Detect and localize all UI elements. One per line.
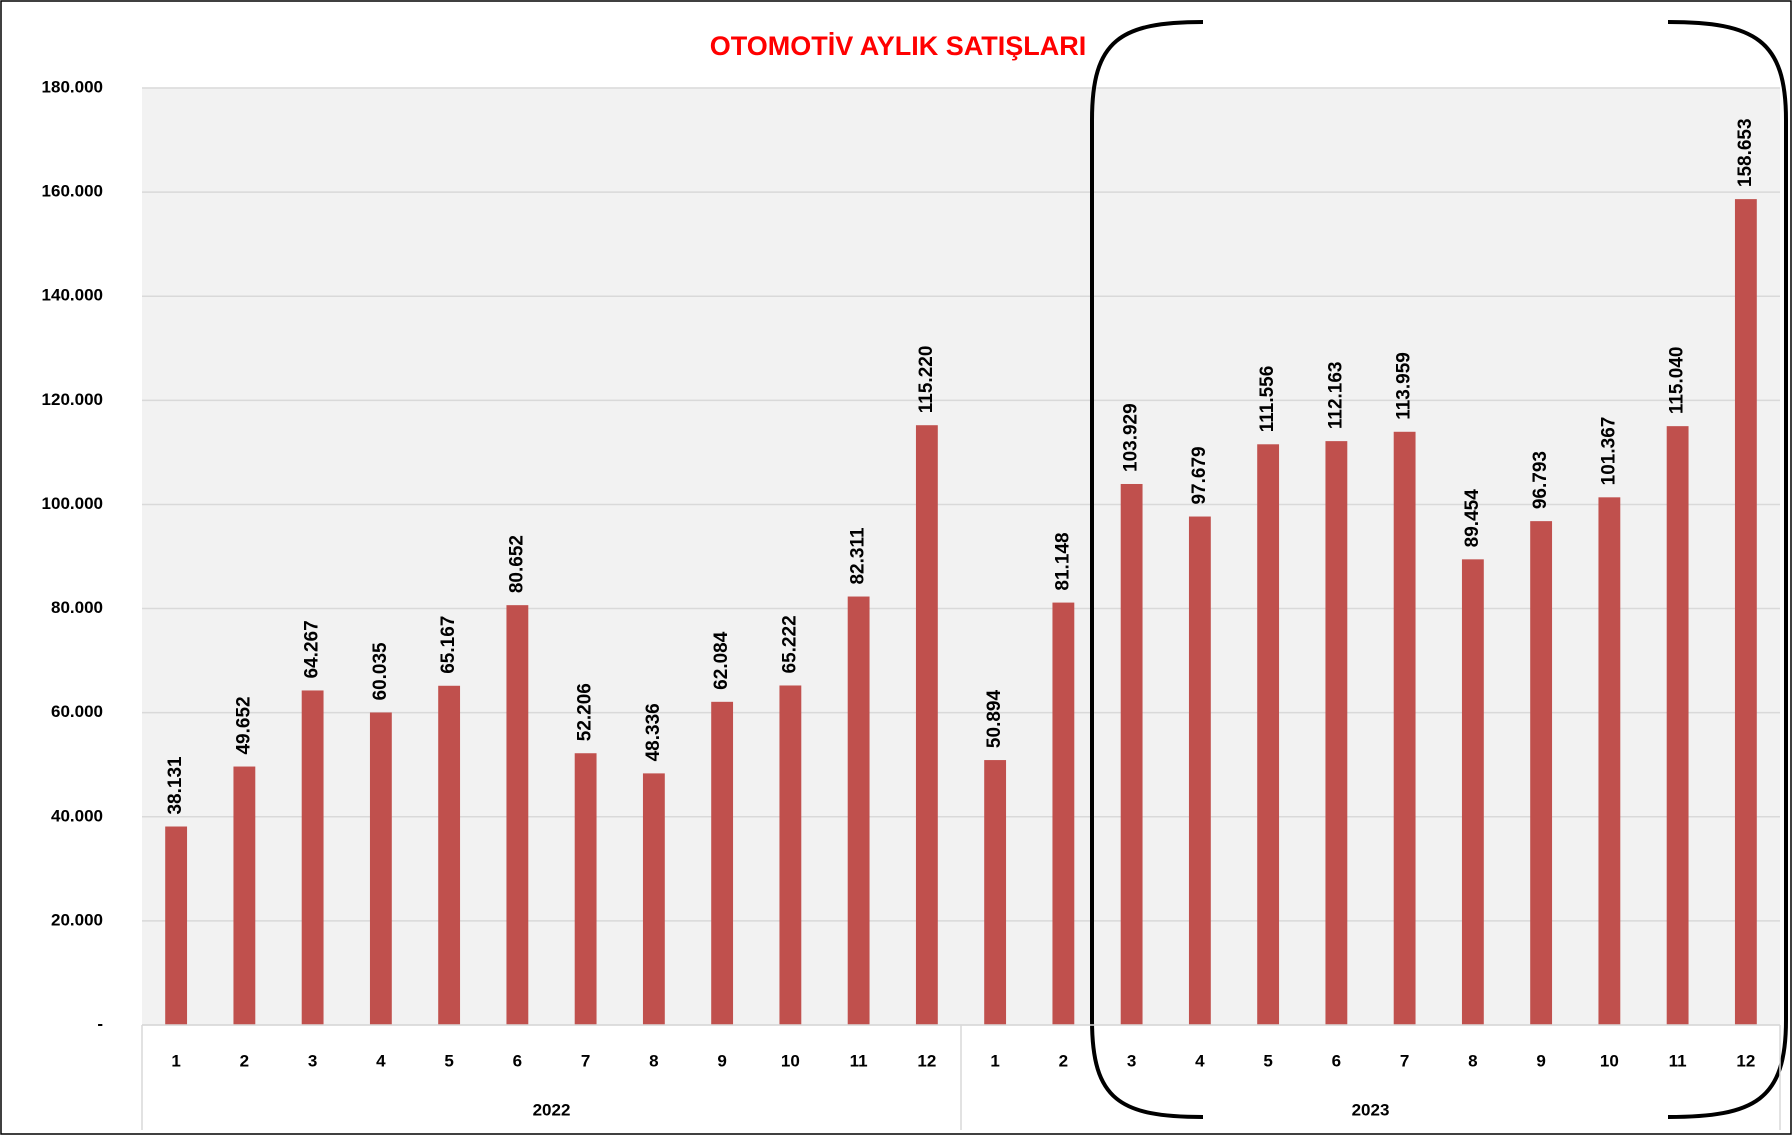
- group-label: 2023: [1352, 1100, 1390, 1119]
- bar: [1734, 199, 1757, 1026]
- bar: [984, 760, 1007, 1025]
- bar: [1325, 441, 1348, 1025]
- x-tick-label: 6: [1332, 1051, 1341, 1070]
- x-tick-label: 10: [781, 1051, 800, 1070]
- value-label: 65.222: [779, 615, 800, 673]
- x-tick-label: 5: [444, 1051, 453, 1070]
- x-tick-label: 8: [649, 1051, 658, 1070]
- value-label: 52.206: [575, 683, 596, 741]
- bar: [847, 596, 870, 1025]
- bar: [1188, 516, 1211, 1025]
- bar: [506, 605, 529, 1025]
- x-tick-label: 7: [1400, 1051, 1409, 1070]
- bar: [1120, 483, 1143, 1025]
- value-label: 112.163: [1325, 361, 1346, 429]
- value-label: 115.220: [916, 346, 937, 414]
- bar: [1257, 444, 1280, 1025]
- y-tick-label: 140.000: [42, 286, 103, 305]
- value-label: 103.929: [1121, 403, 1142, 472]
- bracket-left: [1090, 20, 1204, 1119]
- bar: [1530, 521, 1553, 1025]
- value-label: 115.040: [1667, 347, 1688, 415]
- value-label: 96.793: [1530, 451, 1551, 509]
- bar: [1052, 602, 1075, 1025]
- bar: [779, 685, 802, 1025]
- bracket-right: [1667, 20, 1788, 1119]
- x-tick-label: 7: [581, 1051, 590, 1070]
- x-tick-label: 2: [240, 1051, 249, 1070]
- bar: [711, 701, 734, 1025]
- x-tick-label: 11: [1669, 1051, 1687, 1070]
- x-tick-label: 3: [308, 1051, 317, 1070]
- bar: [233, 766, 256, 1025]
- y-tick-label: 180.000: [42, 77, 103, 96]
- value-label: 38.131: [165, 756, 186, 815]
- y-tick-label: 80.000: [51, 598, 103, 617]
- value-label: 62.084: [711, 631, 732, 690]
- y-tick-label: 60.000: [51, 702, 103, 721]
- bar: [642, 773, 665, 1025]
- y-tick-label: 120.000: [42, 390, 103, 409]
- y-tick-label: 160.000: [42, 182, 103, 201]
- y-tick-label: 40.000: [51, 806, 103, 825]
- value-label: 111.556: [1257, 366, 1278, 433]
- bar: [1598, 497, 1621, 1025]
- value-label: 82.311: [848, 527, 869, 584]
- bar: [369, 712, 392, 1025]
- y-tick-label: 100.000: [42, 494, 103, 513]
- value-label: 97.679: [1189, 446, 1210, 504]
- bar: [1393, 431, 1416, 1025]
- x-tick-label: 9: [1536, 1051, 1545, 1070]
- x-tick-label: 3: [1127, 1051, 1136, 1070]
- bar: [915, 425, 938, 1025]
- bar: [165, 826, 188, 1025]
- x-tick-label: 12: [917, 1051, 936, 1070]
- x-tick-label: 8: [1468, 1051, 1477, 1070]
- bar: [301, 690, 324, 1025]
- chart-title: OTOMOTİV AYLIK SATIŞLARI: [710, 31, 1087, 61]
- y-tick-label: 20.000: [51, 910, 103, 929]
- x-tick-label: 2: [1059, 1051, 1068, 1070]
- value-label: 50.894: [984, 690, 1005, 749]
- value-label: 89.454: [1462, 489, 1483, 548]
- value-label: 81.148: [1052, 532, 1073, 590]
- value-label: 113.959: [1394, 352, 1415, 420]
- y-tick-label: -: [97, 1014, 103, 1033]
- value-label: 80.652: [506, 535, 527, 593]
- x-tick-label: 1: [990, 1051, 999, 1070]
- x-tick-label: 10: [1600, 1051, 1619, 1070]
- value-label: 158.653: [1735, 118, 1756, 187]
- x-tick-label: 4: [376, 1051, 386, 1070]
- value-label: 65.167: [438, 616, 459, 674]
- bar: [438, 685, 461, 1025]
- plot-area: [142, 88, 1780, 1025]
- group-label: 2022: [533, 1100, 571, 1119]
- x-tick-label: 4: [1195, 1051, 1205, 1070]
- x-tick-label: 11: [850, 1051, 868, 1070]
- x-tick-label: 5: [1263, 1051, 1272, 1070]
- x-tick-label: 9: [717, 1051, 726, 1070]
- value-label: 48.336: [643, 703, 664, 761]
- bar: [1666, 426, 1689, 1025]
- x-tick-label: 1: [171, 1051, 180, 1070]
- value-label: 60.035: [370, 642, 391, 701]
- value-label: 101.367: [1598, 417, 1619, 486]
- x-tick-label: 6: [513, 1051, 522, 1070]
- x-tick-label: 12: [1736, 1051, 1755, 1070]
- bar: [574, 753, 597, 1025]
- value-label: 49.652: [233, 696, 254, 754]
- bar: [1461, 559, 1484, 1025]
- value-label: 64.267: [302, 620, 323, 678]
